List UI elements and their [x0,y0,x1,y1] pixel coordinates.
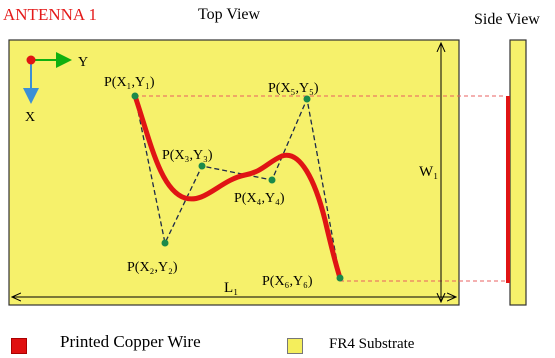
top-view-label: Top View [198,6,261,23]
point-label-1: P(X₁,Y₁) [104,75,155,90]
diagram-title: ANTENNA 1 [3,5,97,24]
substrate-side-view [509,39,527,306]
control-point-2 [161,239,169,247]
control-point-3 [198,162,206,170]
l1-label: L₁ [224,280,238,296]
point-label-4: P(X₄,Y₄) [234,191,285,206]
legend-fr4-label: FR4 Substrate [329,336,415,352]
point-label-6: P(X₆,Y₆) [262,274,313,289]
point-label-3: P(X₃,Y₃) [162,148,213,163]
x-axis-label: X [25,110,35,125]
copper-wire-curve [132,93,343,281]
origin-dot [26,55,36,65]
point-label-2: P(X₂,Y₂) [127,260,178,275]
control-polygon [134,95,341,279]
side-view-label: Side View [474,11,540,28]
y-axis-label: Y [78,55,88,70]
control-point-5 [303,95,311,103]
legend-copper-label: Printed Copper Wire [60,332,201,351]
w1-label: W₁ [419,164,438,180]
legend-copper-swatch [11,338,27,354]
point-label-5: P(X₅,Y₅) [268,81,319,96]
control-point-6 [336,274,344,282]
control-point-1 [131,92,139,100]
copper-side-view [506,96,510,283]
legend-fr4-swatch [287,338,303,354]
control-point-4 [268,176,276,184]
